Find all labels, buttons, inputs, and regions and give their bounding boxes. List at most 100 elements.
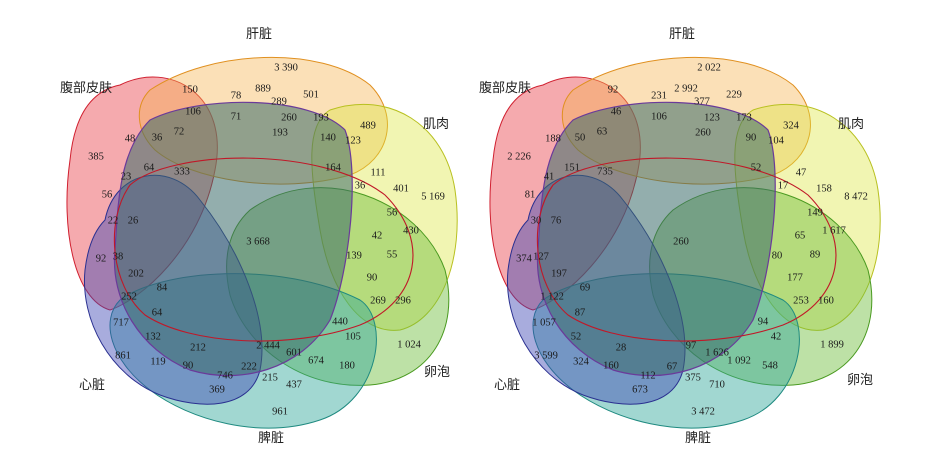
right-region-value: 160 xyxy=(603,360,619,371)
left-region-value: 333 xyxy=(174,166,190,177)
left-region-value: 746 xyxy=(217,370,233,381)
right-region-value: 112 xyxy=(640,370,655,381)
right-region-value: 123 xyxy=(704,112,720,123)
set-label-spleen-right: 脾脏 xyxy=(685,431,711,446)
venn-diagram-right: 肝脏 腹部皮肤 肌肉 卵泡 脾脏 心脏 2 022 92 231 2 992 229 46… xyxy=(479,27,881,446)
right-region-value: 65 xyxy=(795,230,806,241)
right-region-value: 90 xyxy=(746,132,757,143)
left-region-value: 717 xyxy=(113,317,129,328)
left-region-value: 64 xyxy=(144,162,155,173)
set-label-spleen-left: 脾脏 xyxy=(258,431,284,446)
left-region-value: 90 xyxy=(367,272,378,283)
left-region-value: 440 xyxy=(332,316,348,327)
left-region-value: 296 xyxy=(395,295,411,306)
left-region-value: 64 xyxy=(152,307,163,318)
left-region-value: 150 xyxy=(182,84,198,95)
set-label-follicle-left: 卵泡 xyxy=(424,365,450,380)
right-region-value: 260 xyxy=(673,236,689,247)
right-region-value: 2 992 xyxy=(674,83,698,94)
left-region-value: 139 xyxy=(346,250,362,261)
left-region-value: 71 xyxy=(231,111,242,122)
left-region-value: 252 xyxy=(121,291,137,302)
right-region-value: 89 xyxy=(810,249,821,260)
right-region-value: 8 472 xyxy=(844,191,868,202)
left-region-value: 437 xyxy=(286,379,302,390)
left-region-value: 119 xyxy=(150,356,165,367)
left-region-value: 430 xyxy=(403,225,419,236)
right-region-value: 188 xyxy=(545,133,561,144)
left-region-value: 92 xyxy=(96,253,107,264)
left-region-value: 78 xyxy=(231,90,242,101)
left-region-value: 385 xyxy=(88,151,104,162)
right-region-value: 324 xyxy=(573,356,590,367)
left-region-value: 72 xyxy=(174,126,185,137)
left-region-value: 42 xyxy=(372,230,383,241)
right-region-value: 1 626 xyxy=(705,347,729,358)
set-label-follicle-right: 卵泡 xyxy=(847,373,873,388)
left-region-value: 202 xyxy=(128,268,144,279)
left-region-value: 84 xyxy=(157,282,168,293)
left-region-value: 106 xyxy=(185,106,201,117)
right-region-value: 158 xyxy=(816,183,832,194)
right-region-value: 42 xyxy=(771,331,782,342)
left-region-value: 36 xyxy=(152,132,163,143)
right-region-value: 47 xyxy=(796,167,807,178)
left-region-value: 111 xyxy=(371,167,386,178)
left-region-value: 861 xyxy=(115,350,131,361)
left-region-value: 3 668 xyxy=(246,236,270,247)
right-region-value: 173 xyxy=(736,112,752,123)
left-region-value: 36 xyxy=(355,180,366,191)
left-region-value: 140 xyxy=(320,132,336,143)
right-region-value: 3 472 xyxy=(691,406,715,417)
right-region-value: 2 022 xyxy=(697,62,721,73)
right-region-value: 324 xyxy=(783,120,800,131)
left-region-value: 961 xyxy=(272,406,288,417)
left-region-value: 38 xyxy=(113,251,124,262)
left-region-value: 56 xyxy=(102,189,113,200)
right-region-value: 17 xyxy=(778,180,789,191)
right-region-value: 253 xyxy=(793,295,809,306)
right-region-value: 1 617 xyxy=(822,225,846,236)
right-region-value: 127 xyxy=(533,251,549,262)
right-region-value: 260 xyxy=(695,127,711,138)
right-region-value: 52 xyxy=(751,162,762,173)
right-region-value: 80 xyxy=(772,250,783,261)
left-region-value: 401 xyxy=(393,183,409,194)
right-region-value: 94 xyxy=(758,316,769,327)
left-region-value: 193 xyxy=(313,112,329,123)
right-region-value: 197 xyxy=(551,268,567,279)
right-region-value: 97 xyxy=(686,340,697,351)
right-region-value: 52 xyxy=(571,331,582,342)
right-region-value: 673 xyxy=(632,384,648,395)
right-region-value: 3 599 xyxy=(534,350,558,361)
right-region-value: 229 xyxy=(726,89,742,100)
set-label-muscle-right: 肌肉 xyxy=(838,117,864,132)
left-region-value: 123 xyxy=(345,135,361,146)
left-region-value: 90 xyxy=(183,360,194,371)
left-region-value: 2 444 xyxy=(256,340,280,351)
right-region-value: 30 xyxy=(531,215,542,226)
left-region-value: 180 xyxy=(339,360,355,371)
left-region-value: 369 xyxy=(209,384,225,395)
right-region-value: 69 xyxy=(580,282,591,293)
left-region-value: 105 xyxy=(345,331,361,342)
right-region-value: 177 xyxy=(787,272,803,283)
right-region-value: 160 xyxy=(818,295,834,306)
right-region-value: 104 xyxy=(768,135,785,146)
left-region-value: 3 390 xyxy=(274,62,298,73)
right-region-value: 548 xyxy=(762,360,778,371)
right-region-value: 28 xyxy=(616,342,627,353)
right-region-value: 81 xyxy=(525,189,536,200)
left-region-value: 222 xyxy=(241,361,257,372)
left-region-value: 22 xyxy=(108,215,119,226)
left-region-value: 215 xyxy=(262,372,278,383)
left-region-value: 164 xyxy=(325,162,342,173)
right-region-value: 1 122 xyxy=(540,291,564,302)
left-region-value: 193 xyxy=(272,127,288,138)
right-region-value: 231 xyxy=(651,90,667,101)
set-label-heart-right: 心脏 xyxy=(494,378,520,393)
left-region-value: 489 xyxy=(360,120,376,131)
right-region-value: 67 xyxy=(667,361,678,372)
right-region-value: 735 xyxy=(597,166,613,177)
